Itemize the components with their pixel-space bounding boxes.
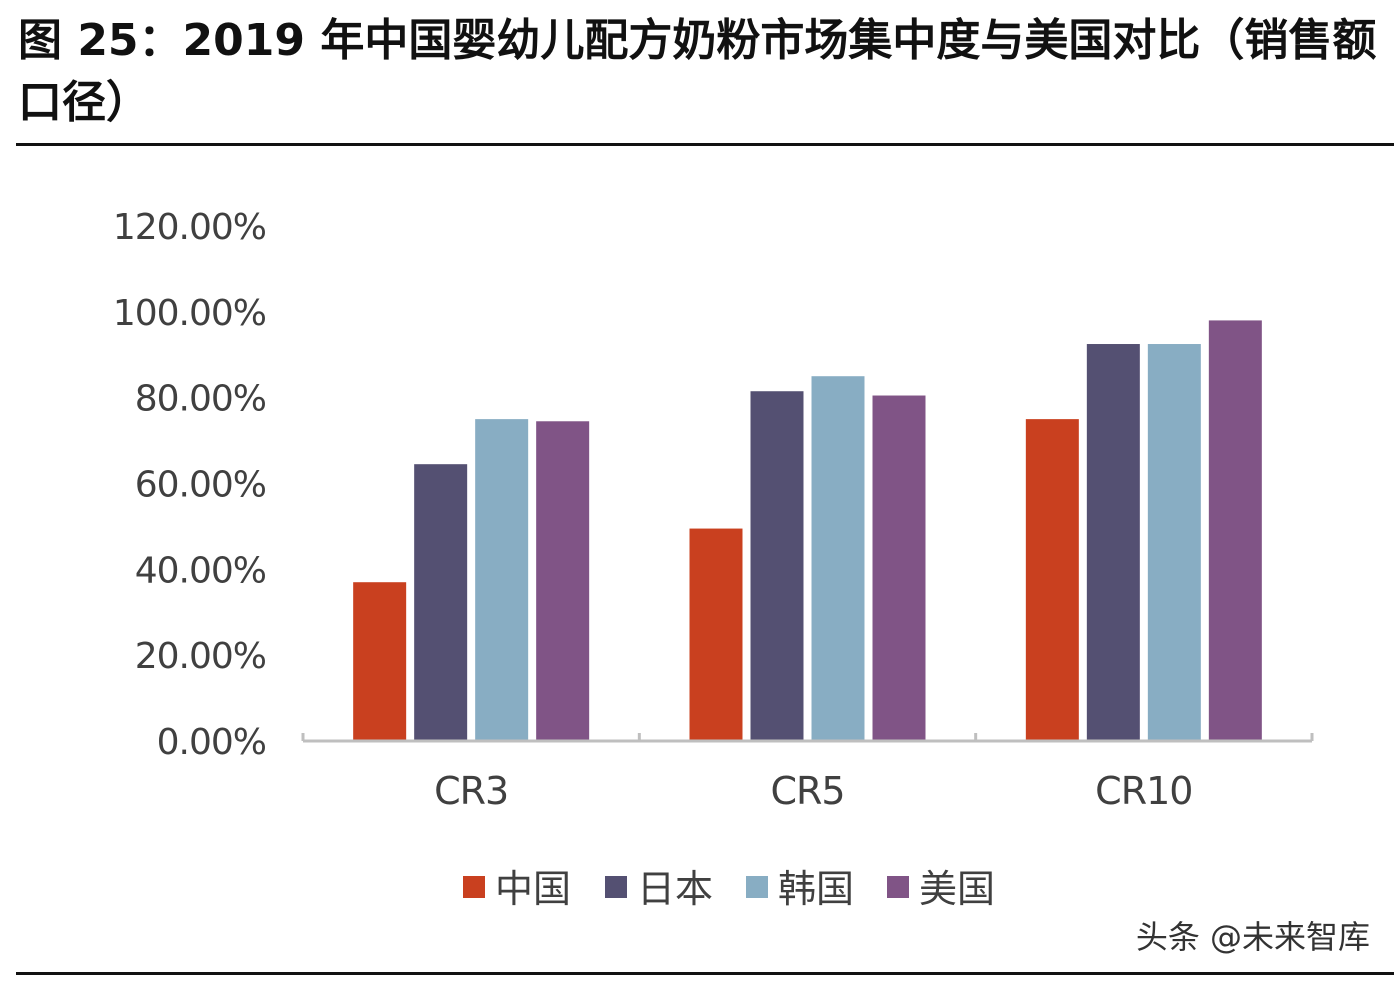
y-tick-label: 60.00% xyxy=(135,465,266,506)
bars xyxy=(353,320,1262,741)
legend-label: 日本 xyxy=(637,867,713,911)
x-category-label: CR5 xyxy=(770,769,844,813)
bar-cr3-series-1 xyxy=(414,464,468,741)
legend-label: 韩国 xyxy=(778,867,854,911)
bar-cr10-series-0 xyxy=(1025,419,1079,741)
y-tick-label: 40.00% xyxy=(135,550,266,591)
x-category-label: CR10 xyxy=(1095,769,1192,813)
bar-cr10-series-1 xyxy=(1086,344,1140,741)
y-axis-ticks: 0.00% 20.00% 40.00% 60.00% 80.00% 100.00% 120.… xyxy=(113,207,267,763)
legend-label: 中国 xyxy=(495,867,571,911)
bar-cr3-series-0 xyxy=(353,582,407,741)
legend-label: 美国 xyxy=(919,867,995,911)
legend-swatch xyxy=(887,876,909,898)
bar-cr5-series-3 xyxy=(872,395,926,741)
legend-swatch xyxy=(463,876,485,898)
bar-cr3-series-3 xyxy=(536,421,590,741)
bottom-rule xyxy=(16,972,1394,975)
legend: 中国 日本 韩国 美国 xyxy=(463,867,995,911)
y-tick-label: 80.00% xyxy=(135,379,266,420)
y-tick-label: 100.00% xyxy=(113,293,266,334)
bar-cr10-series-2 xyxy=(1147,344,1201,741)
bar-cr10-series-3 xyxy=(1208,320,1262,741)
watermark: 头条 @未来智库 xyxy=(1135,918,1370,956)
bar-cr5-series-0 xyxy=(689,528,743,741)
title-rule xyxy=(16,143,1394,146)
bar-cr3-series-2 xyxy=(475,419,529,741)
bar-cr5-series-1 xyxy=(750,391,804,741)
legend-swatch xyxy=(746,876,768,898)
chart-title: 图 25：2019 年中国婴幼儿配方奶粉市场集中度与美国对比（销售额口径） xyxy=(18,15,1377,128)
legend-swatch xyxy=(605,876,627,898)
bar-cr5-series-2 xyxy=(811,376,865,741)
y-tick-label: 0.00% xyxy=(157,722,266,763)
y-tick-label: 120.00% xyxy=(113,207,266,248)
x-axis: CR3 CR5 CR10 xyxy=(301,733,1314,813)
x-category-label: CR3 xyxy=(434,769,508,813)
y-tick-label: 20.00% xyxy=(135,636,266,677)
